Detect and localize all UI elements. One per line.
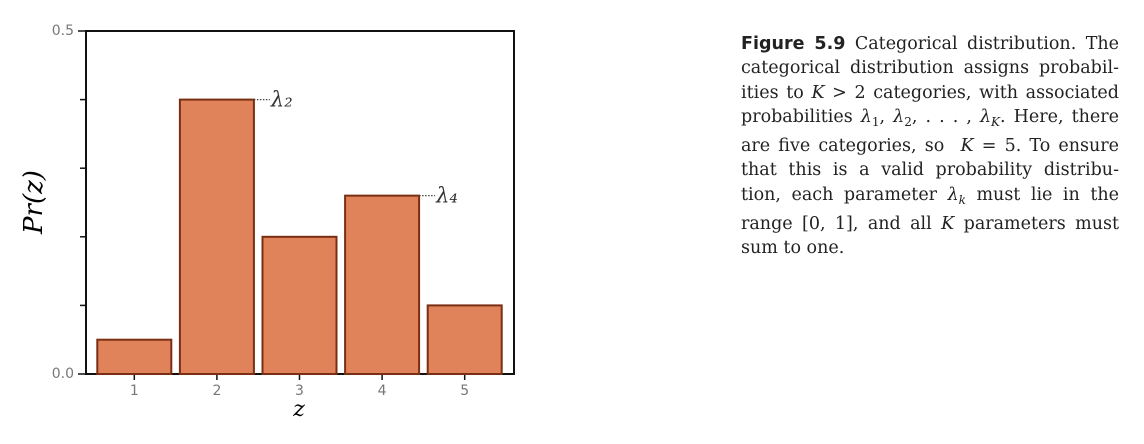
caption-math: K xyxy=(991,114,1001,129)
caption-line: range [0, 1], and all K parameters must xyxy=(741,212,1119,236)
y-tick-label: 0.5 xyxy=(52,23,74,39)
caption-line: tion, each parameter λk must lie in the xyxy=(741,183,1119,212)
caption-line: are five categories, so K = 5. To ensure xyxy=(741,134,1119,158)
caption-text: tion, each parameter xyxy=(741,184,948,205)
caption-text: ities to xyxy=(741,82,812,103)
x-tick-label: 1 xyxy=(130,383,139,399)
caption-text: probabilities xyxy=(741,106,861,127)
chart: Pr(z) z 0.0 0.5 1 2 3 4 5 λ₂ λ₄ xyxy=(19,23,515,422)
caption-math: λ xyxy=(979,106,992,127)
caption-text: . Here, there xyxy=(1000,106,1119,127)
x-tick-label: 2 xyxy=(212,383,221,399)
bar xyxy=(344,194,421,375)
x-tick-label: 3 xyxy=(295,383,304,399)
caption-text: range [0, 1], and all xyxy=(741,214,942,235)
caption-text: > 2 categories, with associated xyxy=(824,82,1119,103)
caption-math: k xyxy=(958,192,966,207)
caption-math: λ xyxy=(860,106,872,127)
y-axis-label: Pr(z) xyxy=(19,170,49,235)
bar xyxy=(96,338,173,376)
caption-text: must lie in the xyxy=(965,184,1119,205)
caption-line: probabilities λ1, λ2, . . . , λK. Here, … xyxy=(741,105,1119,134)
caption-text: parameters must xyxy=(954,214,1120,235)
caption-text: categorical distribution assigns probabi… xyxy=(741,58,1119,79)
caption-math: K xyxy=(811,82,825,103)
caption-math: K xyxy=(941,214,955,235)
caption-line: that this is a valid probability distrib… xyxy=(741,158,1119,182)
bar xyxy=(426,304,503,375)
caption-math: 2 xyxy=(904,114,912,129)
caption-math: K xyxy=(960,136,974,157)
annotation: λ₄ xyxy=(435,184,458,208)
caption-line: Figure 5.9 Categorical distribution. The xyxy=(741,32,1119,56)
caption: Figure 5.9 Categorical distribution. The… xyxy=(741,32,1119,261)
caption-text: that this is a valid probability distrib… xyxy=(741,160,1119,181)
caption-line: categorical distribution assigns probabi… xyxy=(741,56,1119,80)
caption-text: , . . . , xyxy=(911,106,980,127)
caption-math: λ xyxy=(893,106,905,127)
caption-text: , xyxy=(879,106,894,127)
x-tick-label: 5 xyxy=(460,383,469,399)
caption-text: sum to one. xyxy=(741,238,845,259)
caption-math: λ xyxy=(947,184,959,205)
caption-line: sum to one. xyxy=(741,236,1119,260)
caption-text: are five categories, so xyxy=(741,136,961,157)
bar xyxy=(261,235,338,375)
x-tick-label: 4 xyxy=(378,383,387,399)
y-tick-label: 0.0 xyxy=(52,366,74,382)
caption-math: 1 xyxy=(871,114,880,129)
caption-line: ities to K > 2 categories, with associat… xyxy=(741,81,1119,105)
caption-text: = 5. To ensure xyxy=(973,136,1120,157)
annotation: λ₂ xyxy=(270,88,293,112)
x-axis-label: z xyxy=(292,397,305,422)
bar xyxy=(178,98,255,375)
caption-text: Categorical distribution. The xyxy=(845,34,1119,54)
figure-label: Figure 5.9 xyxy=(741,34,846,54)
